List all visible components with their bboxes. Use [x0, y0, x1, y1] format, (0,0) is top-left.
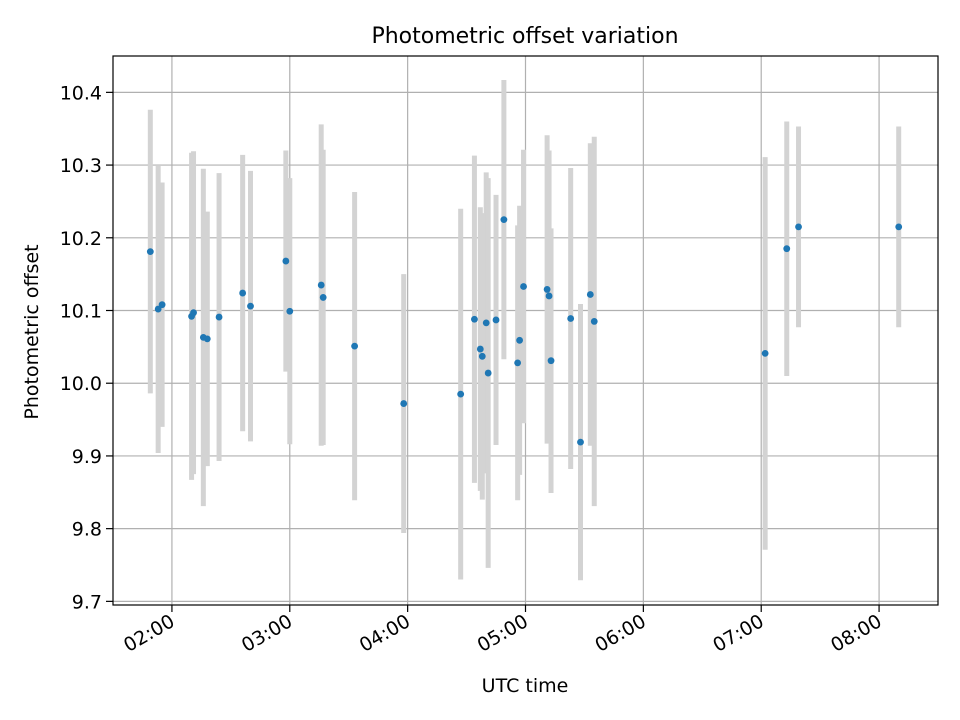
y-tick-label: 10.3 [60, 155, 102, 177]
data-point [484, 369, 492, 377]
y-tick-label: 9.9 [72, 446, 102, 468]
data-point [247, 302, 254, 310]
data-point [783, 245, 791, 253]
data-point [520, 283, 527, 290]
data-point [154, 305, 162, 313]
data-point [547, 357, 555, 365]
data-point [146, 248, 154, 256]
data-point [516, 336, 524, 344]
y-tick-label: 10.1 [60, 301, 102, 323]
data-point [203, 335, 211, 343]
y-tick-label: 10.2 [60, 228, 102, 250]
data-point [482, 319, 490, 327]
data-point [761, 350, 769, 357]
data-point [795, 223, 802, 231]
chart-title: Photometric offset variation [371, 24, 678, 49]
data-point [286, 307, 294, 315]
data-point [545, 292, 553, 300]
y-axis-ticks: 9.7 9.8 9.9 10.0 10.1 10.2 10.3 10.4 [60, 82, 113, 613]
y-tick-label: 10.4 [60, 82, 102, 104]
data-point [400, 400, 408, 407]
data-point [215, 313, 223, 321]
data-point [351, 342, 359, 350]
data-point [317, 281, 325, 289]
y-tick-label: 9.7 [72, 591, 102, 613]
data-point [476, 345, 484, 353]
y-tick-label: 10.0 [60, 373, 102, 395]
data-point [514, 359, 522, 367]
data-point [158, 301, 166, 309]
data-point [492, 316, 500, 324]
data-point [239, 289, 247, 297]
data-point [543, 286, 551, 293]
data-point [567, 315, 575, 322]
data-point [590, 318, 598, 325]
data-point [319, 294, 327, 301]
data-point [895, 223, 903, 231]
y-axis-label: Photometric offset [21, 244, 43, 419]
data-point [577, 438, 584, 446]
data-points [146, 216, 903, 446]
data-point [471, 315, 478, 323]
data-point [282, 257, 290, 265]
x-axis-label: UTC time [482, 675, 569, 697]
data-point [586, 291, 594, 298]
data-point [190, 309, 197, 317]
y-tick-label: 9.8 [72, 519, 102, 541]
data-point [457, 390, 465, 398]
data-point [478, 352, 486, 360]
data-point [500, 216, 508, 224]
